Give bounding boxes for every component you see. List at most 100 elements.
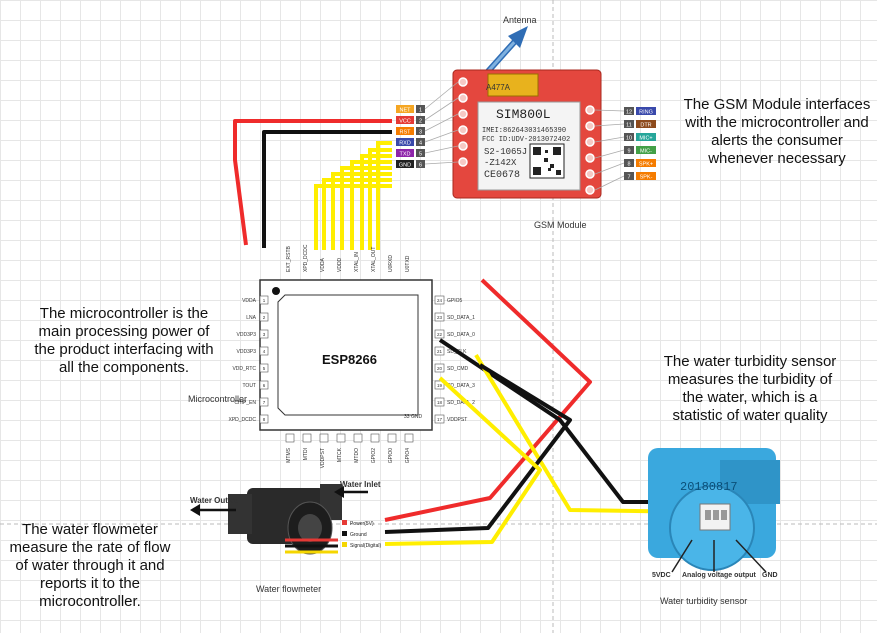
gsm-module	[452, 69, 602, 199]
gsm-pin-name: SPK+	[639, 162, 653, 168]
turbidity-pin-5vdc: 5VDC	[652, 572, 671, 579]
wire-black-gnd	[262, 130, 392, 248]
gsm-module-caption: GSM Module	[534, 220, 587, 230]
esp-left-pin-label: VDDA	[242, 298, 257, 304]
wire-black-flow-gnd	[384, 363, 572, 534]
esp-top-pin-label: U0TXD	[405, 255, 411, 272]
esp-bottom-pin-label: MTCK	[337, 447, 343, 462]
esp-right-pin-number: 21	[437, 349, 443, 354]
gsm-pin-tag-mic-minus: 9 MIC-	[594, 146, 656, 159]
gsm-pin-name: SPK-	[640, 175, 653, 181]
gsm-pin-tag-net: NET 1	[396, 81, 459, 114]
gsm-pin-name: GND	[399, 163, 411, 169]
flowmeter-outlet-label: Water Outlet	[190, 496, 238, 505]
esp-top-pin-label: XTAL_OUT	[371, 247, 377, 272]
esp-left-pin-number: 8	[263, 417, 266, 422]
wire-yellow-bundle	[314, 141, 392, 250]
flow-legend-label: Signal(Digital)	[350, 543, 381, 549]
esp-left-pin-number: 7	[263, 400, 266, 405]
esp-top-pin-label: EXT_RSTB	[286, 245, 292, 272]
esp-left-pin-number: 1	[263, 298, 266, 303]
flow-legend-item: Ground	[342, 531, 367, 538]
esp-top-pin-label: VDDD	[337, 257, 343, 272]
gsm-pin-tag-spk-minus: 7 SPK-	[594, 172, 656, 191]
flow-legend-label: Power(5V)	[350, 521, 374, 527]
esp-right-pin-label: SD_DATA_3	[447, 383, 475, 389]
esp-right-pin-number: 18	[437, 400, 443, 405]
gsm-pin-name: MIC-	[640, 149, 652, 155]
esp-right-pin-label: VDDPST	[447, 417, 467, 423]
gsm-pin-tag-txd: TXD 5	[396, 145, 459, 158]
esp-right-pin-number: 22	[437, 332, 443, 337]
flowmeter-wire-legend: Power(5V) Ground Signal(Digital)	[342, 520, 381, 549]
esp-bottom-pin-label: VDDPST	[320, 448, 326, 468]
gsm-pin-name: VCC	[399, 119, 411, 125]
esp-right-pin-label: GPIO5	[447, 298, 463, 304]
esp-right-pin-label: SD_DATA_2	[447, 400, 475, 406]
esp-left-pin-label: LNA	[246, 315, 256, 321]
esp-left-pin-label: VDD3P3	[237, 349, 257, 355]
gsm-pin-tag-rst: RST 3	[396, 113, 459, 136]
gsm-model-line2: -Z142X	[484, 158, 517, 168]
gsm-pin-number: 6	[419, 163, 422, 169]
antenna-label: Antenna	[503, 15, 537, 25]
gsm-pin-number: 2	[419, 119, 422, 125]
esp-left-pin-number: 5	[263, 366, 266, 371]
esp-right-pin-number: 19	[437, 383, 443, 388]
gsm-right-pin-tags: 12 RING 11 DTR 10 MIC+ 9 MIC- 8 SPK+ 7 SPK-	[594, 107, 656, 191]
esp-right-pin-label: SD_CMD	[447, 366, 469, 372]
esp-bottom-pin-label: GPIO2	[371, 448, 377, 464]
esp-right-pin-label: SD_DATA_0	[447, 332, 475, 338]
gsm-imei: IMEI:862643031465390	[482, 127, 567, 135]
gsm-pin-name: NET	[400, 108, 412, 114]
esp-right-pin-number: 23	[437, 315, 443, 320]
gsm-chip-label: SIM800L	[496, 107, 551, 122]
gsm-pin-tag-mic-plus: 10 MIC+	[594, 133, 656, 143]
turbidity-caption: Water turbidity sensor	[660, 596, 748, 606]
esp-right-pin-number: 20	[437, 366, 443, 371]
esp-top-pin-label: XPD_DCDC	[303, 244, 309, 272]
gsm-pin-number: 12	[626, 110, 632, 116]
gsm-pin-tag-dtr: 11 DTR	[594, 120, 656, 129]
esp-right-pin-number: 24	[437, 298, 443, 303]
gsm-pin-tag-rxd: RXD 4	[396, 129, 459, 147]
gsm-pin-name: MIC+	[639, 136, 652, 142]
flowmeter-description: The water flowmeter measure the rate of …	[9, 521, 171, 610]
gsm-pin-name: RING	[639, 110, 653, 116]
flow-legend-item: Power(5V)	[342, 520, 374, 527]
gsm-pin-number: 10	[626, 136, 632, 142]
esp8266-gnd-label: 33 GND	[404, 414, 423, 420]
gsm-pin-tag-gnd: GND 6	[396, 160, 459, 169]
esp-left-pin-label: XPD_DCDC	[228, 417, 256, 423]
esp8266-chip	[259, 279, 433, 431]
esp8266-title: ESP8266	[322, 352, 377, 367]
gsm-ce-mark: CE0678	[484, 170, 521, 181]
gsm-pin-name: RXD	[399, 141, 411, 147]
esp-left-pin-label: VDD3P3	[237, 332, 257, 338]
gsm-fcc: FCC ID:UDV-2013072402	[482, 136, 571, 144]
gsm-pin-name: TXD	[400, 152, 411, 158]
turbidity-serial: 20180817	[680, 480, 738, 494]
gsm-pin-tag-vcc: VCC 2	[396, 97, 459, 125]
gsm-pin-number: 4	[419, 141, 422, 147]
flowmeter-inlet-label: Water Inlet	[340, 480, 381, 489]
esp-left-pin-label: CHIP_EN	[234, 400, 256, 406]
esp-top-pin-label: XTAL_IN	[354, 252, 360, 272]
esp-top-pin-label: U0RXD	[388, 255, 394, 272]
gsm-pin-number: 8	[627, 162, 630, 168]
esp-right-pin-label: SD_DATA_1	[447, 315, 475, 321]
esp-bottom-pin-label: MTDI	[303, 448, 309, 460]
flowmeter-wires	[384, 363, 572, 546]
gsm-pin-number: 3	[419, 130, 422, 136]
gsm-pin-name: DTR	[640, 123, 651, 129]
esp-left-pin-label: TOUT	[242, 383, 256, 389]
flowmeter-caption: Water flowmeter	[256, 584, 322, 594]
gsm-capacitor-label: A477A	[486, 83, 511, 92]
flow-legend-item: Signal(Digital)	[342, 542, 381, 549]
wire-red-turbidity-power	[384, 278, 592, 522]
wire-red-vcc	[233, 119, 392, 246]
esp-right-pin-number: 17	[437, 417, 443, 422]
esp8266-pins: VDDA 1 LNA 2 VDD3P3 3 VDD3P3 4 VDD_RTC 5 TOUT 6 CHIP…	[228, 244, 475, 468]
gsm-pin-number: 7	[627, 175, 630, 181]
